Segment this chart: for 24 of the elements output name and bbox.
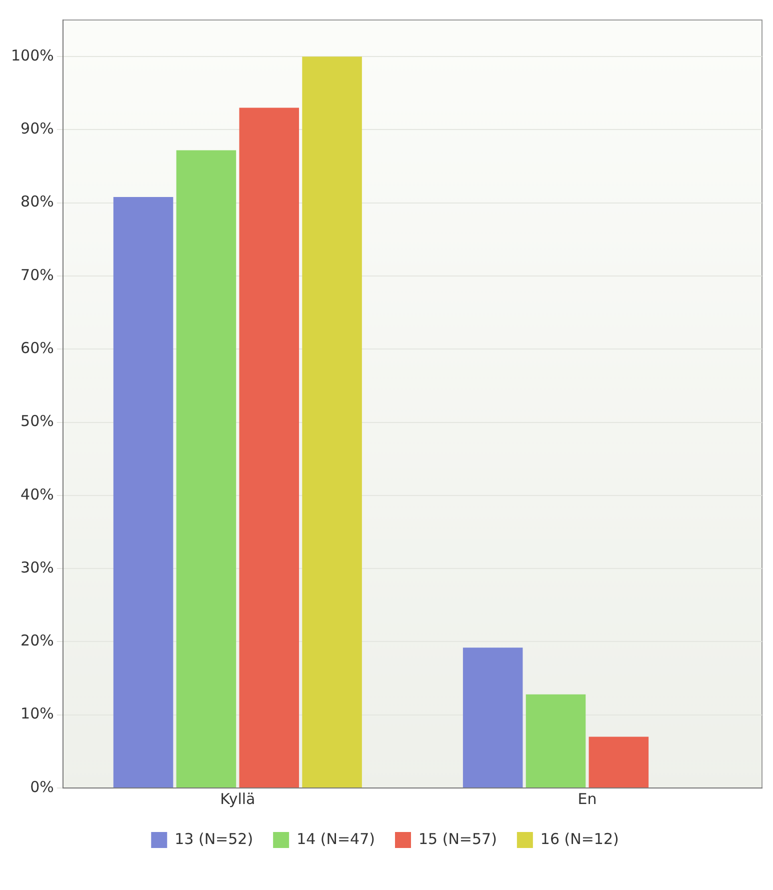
bar [588, 736, 649, 788]
y-tick-label: 50% [20, 412, 54, 430]
bar [113, 197, 174, 788]
y-tick-label: 20% [20, 632, 54, 650]
legend-label: 16 (N=12) [540, 830, 619, 848]
legend-label: 15 (N=57) [418, 830, 497, 848]
bar [526, 694, 586, 788]
y-tick-label: 100% [10, 46, 54, 64]
legend-label: 13 (N=52) [174, 830, 254, 848]
bar [462, 648, 523, 788]
y-tick-label: 70% [20, 266, 54, 284]
y-tick-label: 10% [20, 704, 54, 723]
x-tick-label: Kyllä [220, 790, 256, 808]
x-tick-label: En [578, 790, 597, 808]
bar [302, 56, 362, 788]
y-tick-label: 60% [20, 339, 54, 358]
bar [239, 108, 300, 788]
y-tick-label: 90% [20, 120, 54, 138]
y-tick-label: 80% [20, 192, 54, 211]
y-tick-label: 40% [20, 485, 54, 504]
y-tick-label: 0% [30, 778, 54, 796]
y-tick-label: 30% [20, 558, 54, 576]
legend-label: 14 (N=47) [296, 830, 375, 848]
bar [176, 150, 236, 788]
